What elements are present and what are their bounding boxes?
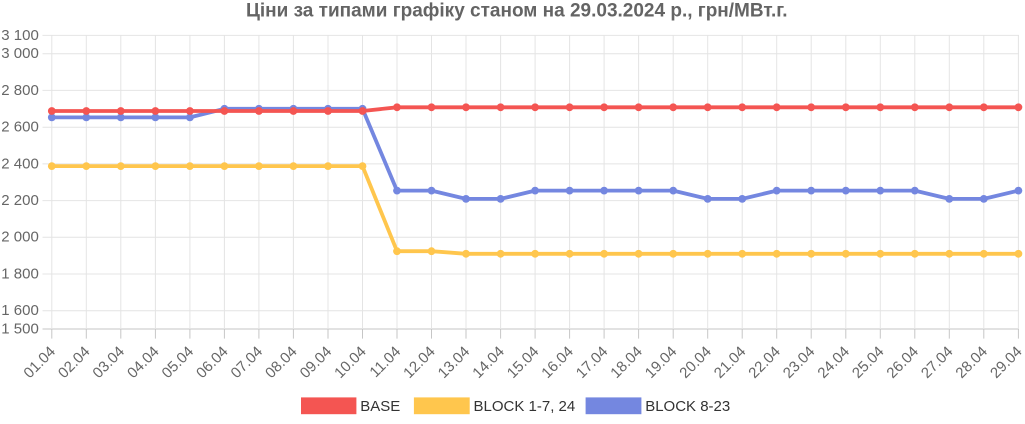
- svg-text:05.04: 05.04: [159, 343, 198, 382]
- svg-text:21.04: 21.04: [711, 343, 750, 382]
- svg-text:24.04: 24.04: [814, 343, 853, 382]
- svg-text:20.04: 20.04: [676, 343, 715, 382]
- svg-text:16.04: 16.04: [538, 343, 577, 382]
- svg-text:2 800: 2 800: [1, 82, 39, 99]
- svg-text:18.04: 18.04: [607, 343, 646, 382]
- svg-text:09.04: 09.04: [297, 343, 336, 382]
- svg-text:2 600: 2 600: [1, 119, 39, 136]
- svg-text:2 000: 2 000: [1, 229, 39, 246]
- svg-text:28.04: 28.04: [952, 343, 991, 382]
- svg-text:17.04: 17.04: [573, 343, 612, 382]
- svg-text:25.04: 25.04: [849, 343, 888, 382]
- svg-text:BLOCK 8-23: BLOCK 8-23: [645, 398, 730, 415]
- svg-text:3 100: 3 100: [1, 27, 39, 44]
- svg-text:02.04: 02.04: [55, 343, 94, 382]
- svg-text:3 000: 3 000: [1, 45, 39, 62]
- svg-text:1 600: 1 600: [1, 302, 39, 319]
- svg-text:2 200: 2 200: [1, 192, 39, 209]
- svg-text:06.04: 06.04: [193, 343, 232, 382]
- svg-text:04.04: 04.04: [124, 343, 163, 382]
- svg-text:08.04: 08.04: [262, 343, 301, 382]
- svg-text:1 800: 1 800: [1, 265, 39, 282]
- svg-text:27.04: 27.04: [918, 343, 957, 382]
- svg-text:26.04: 26.04: [883, 343, 922, 382]
- svg-text:10.04: 10.04: [331, 343, 370, 382]
- svg-text:Ціни за типами графіку станом: Ціни за типами графіку станом на 29.03.2…: [246, 1, 788, 22]
- svg-text:13.04: 13.04: [435, 343, 474, 382]
- svg-text:BASE: BASE: [360, 398, 400, 415]
- svg-text:01.04: 01.04: [20, 343, 59, 382]
- svg-text:19.04: 19.04: [642, 343, 681, 382]
- svg-text:22.04: 22.04: [745, 343, 784, 382]
- svg-text:23.04: 23.04: [780, 343, 819, 382]
- svg-text:1 500: 1 500: [1, 320, 39, 337]
- svg-text:07.04: 07.04: [228, 343, 267, 382]
- svg-text:14.04: 14.04: [469, 343, 508, 382]
- svg-text:2 400: 2 400: [1, 155, 39, 172]
- svg-text:03.04: 03.04: [89, 343, 128, 382]
- svg-text:11.04: 11.04: [366, 343, 404, 381]
- svg-text:15.04: 15.04: [504, 343, 543, 382]
- svg-text:BLOCK 1-7, 24: BLOCK 1-7, 24: [474, 398, 576, 415]
- svg-text:12.04: 12.04: [400, 343, 439, 382]
- svg-text:29.04: 29.04: [987, 343, 1025, 382]
